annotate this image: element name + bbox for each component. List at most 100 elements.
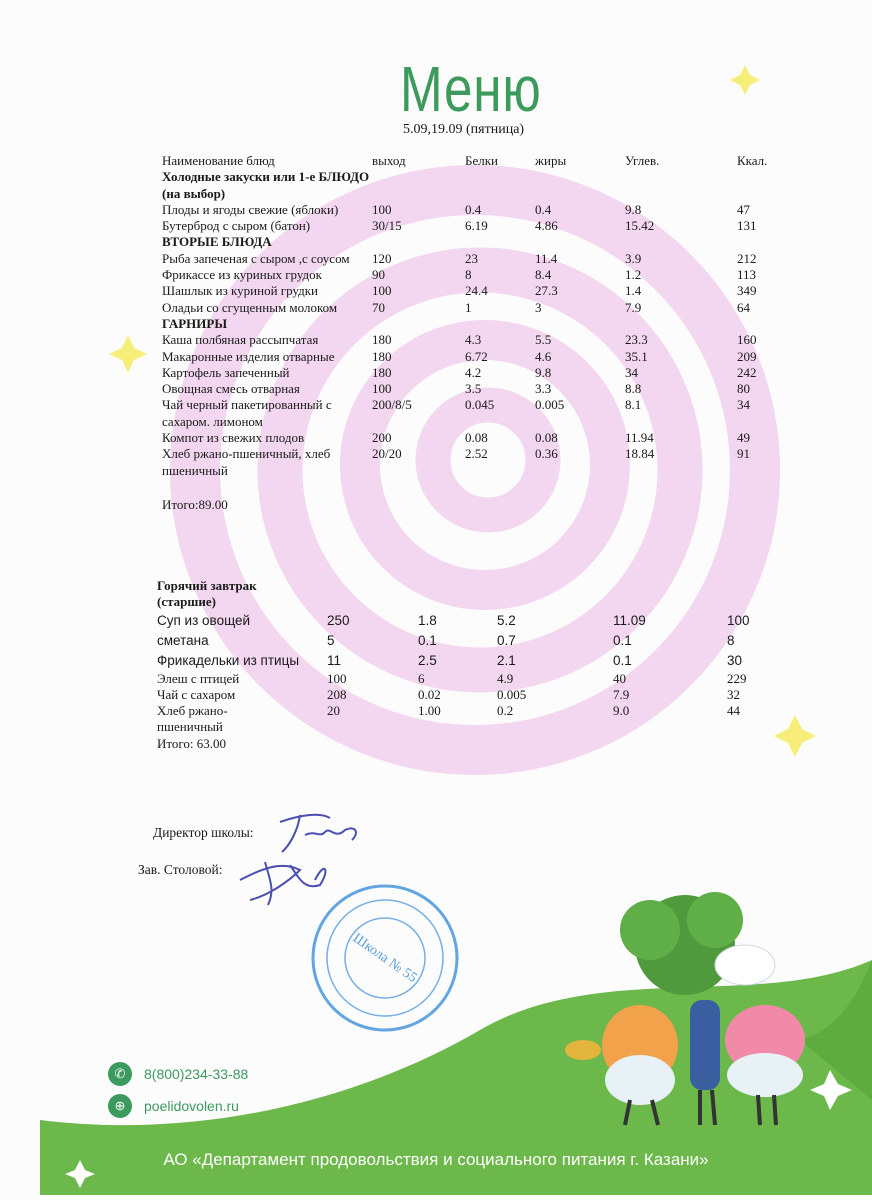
dish-value: 4.9 [497,670,514,686]
dish-value: 100 [372,381,392,397]
dish-value: 113 [737,267,757,283]
dish-value: 0.4 [535,201,552,217]
dish-value: 11.4 [535,250,558,266]
table-row: Элеш с птицей 100 6 4.9 40 229 [157,671,750,687]
dish-value: 27.3 [535,283,558,299]
dish-value: 0.045 [465,397,495,413]
dish-name: Компот из свежих плодов [162,430,305,446]
dish-value: 3.9 [625,250,642,266]
pink-spiral [170,165,780,775]
dish-value: 1 [465,299,472,315]
dish-value: 6.72 [465,348,488,364]
dish-value: 180 [372,332,392,348]
dish-value: 2.5 [418,652,437,668]
vegetable-characters-illustration [565,892,805,1126]
dish-name: Картофель запеченный [162,364,290,380]
dish-value: 34 [737,397,750,413]
dish-name: Элеш с птицей [157,670,240,686]
dish-value: 4.3 [465,332,482,348]
dish-value: 8 [465,267,472,283]
dish-value: 6 [418,670,425,686]
dish-value: 160 [737,332,757,348]
canteen-head-signature-label: Зав. Столовой: [138,862,223,877]
column-header: Белки [465,153,498,168]
breakfast-menu-table: Горячий завтрак (старшие) Суп из овощей 25… [157,578,750,752]
dish-value: 4.2 [465,364,482,380]
white-sparkle-icons [65,1070,852,1188]
dish-name: Бутерброд с сыром (батон) [162,218,311,234]
dish-name: Оладьи со сгущенным молоком [162,299,338,315]
section-title: Горячий завтрак (старшие) [157,578,257,610]
dish-value: 0.1 [613,632,632,648]
section-heading: ВТОРЫЕ БЛЮДА [162,234,767,250]
dish-value: 8.1 [625,397,642,413]
dish-value: 0.005 [497,686,527,702]
lunch-total: Итого:89.00 [162,496,228,512]
dish-value: 90 [372,267,385,283]
dish-value: 5 [327,632,335,648]
dish-value: 23.3 [625,332,648,348]
dish-value: 24.4 [465,283,488,299]
dish-value: 91 [737,446,750,462]
dish-value: 5.2 [497,612,516,628]
website-url: poelidovolen.ru [144,1098,239,1114]
dish-name: Чай с сахаром [157,686,236,702]
table-header: Наименование блюд выход Белки жиры Углев. Кка… [162,153,767,169]
dish-value: 250 [327,612,350,628]
page-title: Меню [400,53,542,125]
dish-name: Рыба запеченая с сыром ,с соусом [162,250,350,266]
dish-value: 15.42 [625,218,655,234]
dish-value: 5.5 [535,332,552,348]
dish-value: 70 [372,299,385,315]
dish-value: 49 [737,430,750,446]
section-title: Холодные закуски или 1-е БЛЮДО (на выбор… [162,169,370,201]
table-row: Плоды и ягоды свежие (яблоки) 100 0.4 0.4 9.… [162,202,767,218]
dish-value: 0.4 [465,201,482,217]
dish-name: Макаронные изделия отварные [162,348,335,364]
dish-value: 0.02 [418,686,441,702]
dish-value: 208 [327,686,347,702]
dish-value: 212 [737,250,757,266]
dish-value: 40 [613,670,626,686]
section-heading: ГАРНИРЫ [162,316,767,332]
section-title: ГАРНИРЫ [162,315,228,331]
dish-value: 44 [727,703,740,719]
table-row: Картофель запеченный 180 4.2 9.8 34 242 [162,365,767,381]
signatures [239,813,357,906]
dish-value: 80 [737,381,750,397]
dish-value: 100 [372,201,392,217]
dish-value: 131 [737,218,757,234]
dish-value: 8 [727,632,735,648]
dish-value: 8.8 [625,381,642,397]
column-header: выход [372,153,406,168]
table-row: Фрикассе из куриных грудок 90 8 8.4 1.2 113 [162,267,767,283]
dish-value: 0.2 [497,703,514,719]
dish-name: Суп из овощей [157,612,251,628]
dish-value: 242 [737,364,757,380]
table-row: Каша полбяная рассыпчатая 180 4.3 5.5 23.3 16… [162,332,767,348]
dish-value: 2.52 [465,446,488,462]
dish-name: Хлеб ржано-пшеничный [157,703,228,735]
table-row: Бутерброд с сыром (батон) 30/15 6.19 4.86 15… [162,218,767,234]
column-header: Ккал. [737,153,768,168]
organization-name: АО «Департамент продовольствия и социаль… [163,1150,709,1169]
dish-name: Шашлык из куриной грудки [162,283,319,299]
dish-name: сметана [157,632,209,648]
dish-value: 200 [372,430,392,446]
dish-value: 3.5 [465,381,482,397]
dish-value: 1.8 [418,612,437,628]
director-signature-label: Директор школы: [153,825,254,840]
dish-value: 7.9 [613,686,630,702]
dish-value: 200/8/5 [372,397,412,413]
dish-value: 34 [625,364,638,380]
dish-value: 0.36 [535,446,558,462]
dish-value: 180 [372,348,392,364]
dish-value: 30/15 [372,218,402,234]
dish-value: 229 [727,670,747,686]
dish-value: 11.94 [625,430,654,446]
dish-value: 20/20 [372,446,402,462]
table-row: Фрикадельки из птицы 11 2.5 2.1 0.1 30 [157,651,750,671]
dish-name: Хлеб ржано-пшеничный, хлеб пшеничный [162,446,331,478]
dish-value: 9.8 [625,201,642,217]
